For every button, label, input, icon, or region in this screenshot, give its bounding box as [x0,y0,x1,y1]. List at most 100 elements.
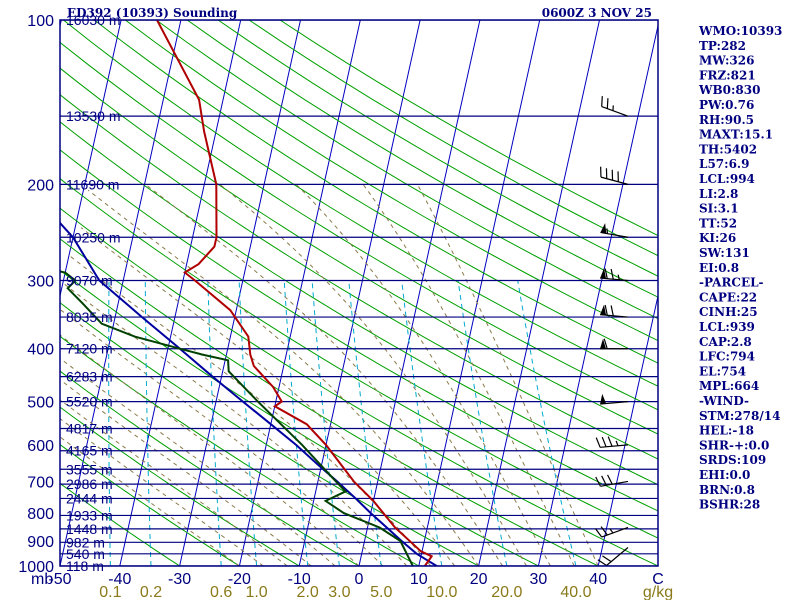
isotherm-line [119,20,242,566]
height-label: 982 m [66,534,105,550]
height-label: 1933 m [66,507,113,523]
moist-adiabat-line [219,184,527,566]
temperature-tick-label: C [652,571,664,588]
wind-barb [600,393,629,405]
height-label: 2444 m [66,490,113,506]
height-label: 11690 m [66,176,119,192]
index-item: WMO:10393 [698,24,782,38]
moist-adiabat-line [145,184,503,566]
indices-panel: WMO:10393TP:282MW:326FRZ:821WB0:830PW:0.… [698,24,782,512]
wind-barb-staff [600,480,629,487]
isotherm-line [60,20,182,566]
height-label: 118 m [66,558,104,574]
mixing-ratio-label: g/kg [643,584,673,600]
wind-barb-full [606,98,609,109]
pressure-tick-labels: 100 200 300 400 500 600 700 800 900 1000 [18,13,54,576]
mixing-ratio-label: 1.0 [245,584,267,600]
pressure-tick-label: 900 [27,534,54,551]
pressure-tick-label: 600 [27,438,54,455]
wind-barb [600,304,629,318]
index-item: EL:754 [699,364,746,378]
index-item: L57:6.9 [699,157,749,171]
moist-adiabat-line [64,284,408,566]
index-item: LI:2.8 [699,187,738,201]
height-label: 16030 m [66,12,120,28]
index-item: SRDS:109 [699,453,766,467]
dry-adiabat-line [60,370,360,566]
mixing-ratio-label: 40.0 [560,584,591,600]
index-item: TT:52 [699,216,737,230]
mixing-ratio-label: 0.6 [210,584,232,600]
index-item: MAXT:15.1 [699,128,773,142]
wind-barbs [594,20,629,566]
pressure-tick-label: 100 [27,13,54,30]
index-item: PW:0.76 [699,98,754,112]
wind-barb-pennant [600,393,607,405]
wind-barb-staff [600,401,629,405]
wind-barb [600,338,628,350]
temperature-tick-label: -50 [48,571,71,588]
mixing-ratio-line [401,280,443,566]
mixing-ratio-labels: 0.1 0.2 0.6 1.0 2.0 3.0 5.0 10.0 20.0 40.0 g/kg [99,584,673,600]
mixing-ratio-label: 0.2 [140,584,162,600]
height-label: 4165 m [66,443,113,459]
mixing-ratio-label: 5.0 [370,584,392,600]
pressure-tick-label: 400 [27,342,54,359]
height-label: 3555 m [66,461,113,477]
index-item: -WIND- [699,394,749,408]
temperature-line [156,20,434,566]
moist-adiabat-line [60,379,312,566]
index-item: LCL:994 [699,172,755,186]
isobar-lines [60,20,658,566]
wind-barb-pennant [600,304,607,316]
moist-adiabat-line [295,184,551,566]
index-item: MW:326 [699,54,754,68]
wind-barb-full [604,304,608,316]
temperature-tick-label: 0 [355,571,364,588]
index-item: SI:3.1 [699,202,739,216]
mixing-ratio-lines [108,280,577,566]
wind-barb-half [617,274,620,280]
dry-adiabat-line [60,482,180,566]
temperature-tick-label: 10 [410,571,428,588]
index-item: LCL:939 [699,320,755,334]
parcel-path-line [60,221,438,566]
height-labels: 16030 m 13530 m 11690 m 10250 m 9070 m 8035 m… [66,12,120,574]
isotherm-line [478,20,600,566]
wind-barb-full [610,305,614,316]
index-item: RH:90.5 [699,113,754,127]
height-label: 5520 m [66,394,113,410]
dry-adiabat-line [60,406,300,566]
wind-barb-pennant [600,268,607,279]
height-label: 7120 m [66,341,113,357]
dry-adiabat-line [60,238,599,566]
wind-barb-staff [606,547,629,566]
wind-barb [594,526,629,538]
temperature-tick-label: -20 [228,571,251,588]
wind-barb-staff [601,106,629,117]
height-label: 2986 m [66,476,113,492]
mixing-ratio-label: 0.1 [99,584,121,600]
height-label: 4817 m [66,421,113,437]
mixing-ratio-line [207,280,222,566]
chart-time: 0600Z 3 NOV 25 [542,6,652,20]
index-item: EHI:0.0 [699,468,750,482]
wind-barb-staff [600,176,629,185]
mixing-ratio-line [108,280,111,566]
dewpoint-line [60,270,414,566]
wind-barb [600,166,629,185]
wind-barb-staff [601,526,629,538]
temperature-tick-labels: -50 -40 -30 -20 -10 0 10 20 30 40 C [48,571,663,588]
wind-barb-full [595,437,601,448]
wind-barb-pennant [600,223,607,234]
index-item: HEL:-18 [699,424,754,438]
mixing-ratio-line [457,280,508,566]
temperature-tick-label: -10 [288,571,311,588]
isotherm-line [298,20,421,566]
temperature-tick-label: 40 [589,571,607,588]
pressure-tick-label: 500 [27,395,54,412]
dry-adiabat-line [60,302,479,566]
height-label: 13530 m [66,108,120,124]
